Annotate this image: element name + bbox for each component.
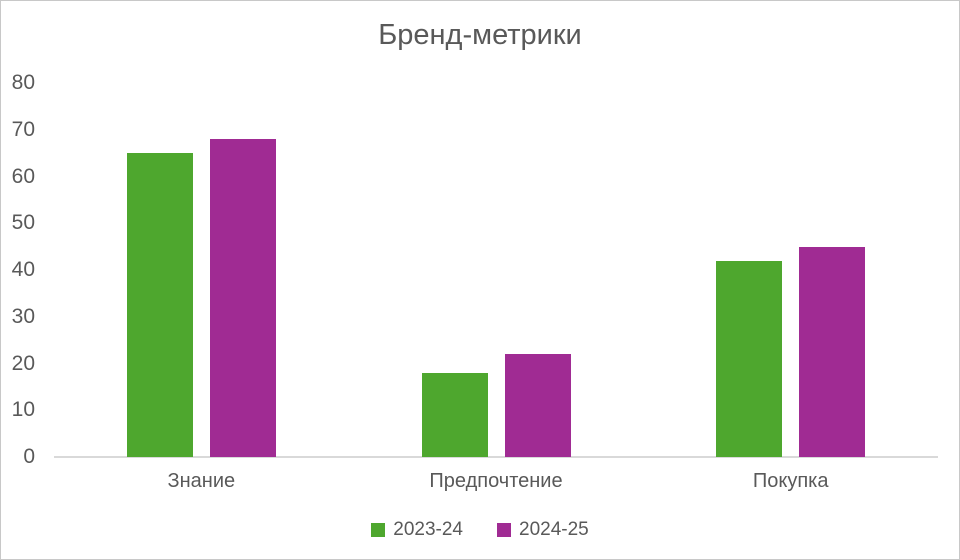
legend-swatch-icon <box>371 523 386 537</box>
x-category-label: Покупка <box>752 470 829 492</box>
bar-series2-category3 <box>799 246 866 457</box>
y-tick-label: 10 <box>11 398 35 422</box>
chart-title: Бренд-метрики <box>378 19 582 51</box>
legend-item-series1: 2023-24 <box>371 519 463 541</box>
y-tick-label: 70 <box>11 117 35 141</box>
legend-label: 2023-24 <box>393 519 463 540</box>
y-tick-label: 60 <box>11 164 35 188</box>
bar-series2-category2 <box>504 354 571 457</box>
legend-label: 2024-25 <box>519 519 589 540</box>
x-axis-line <box>54 456 938 458</box>
bar-series1-category1 <box>126 153 193 457</box>
legend-item-series2: 2024-25 <box>497 519 589 541</box>
y-tick-label: 20 <box>11 351 35 375</box>
bar-series1-category3 <box>716 260 783 457</box>
x-category-label: Предпочтение <box>429 470 563 492</box>
y-tick-label: 40 <box>11 258 35 281</box>
y-tick-label: 0 <box>23 445 35 468</box>
y-tick-label: 80 <box>11 71 35 94</box>
legend: 2023-24 2024-25 <box>1 519 959 541</box>
y-tick-label: 50 <box>11 211 35 235</box>
x-category-label: Знание <box>167 470 236 492</box>
legend-swatch-icon <box>497 523 511 537</box>
y-tick-label: 30 <box>11 304 35 328</box>
bar-series1-category2 <box>421 372 488 457</box>
bar-series2-category1 <box>209 139 276 457</box>
